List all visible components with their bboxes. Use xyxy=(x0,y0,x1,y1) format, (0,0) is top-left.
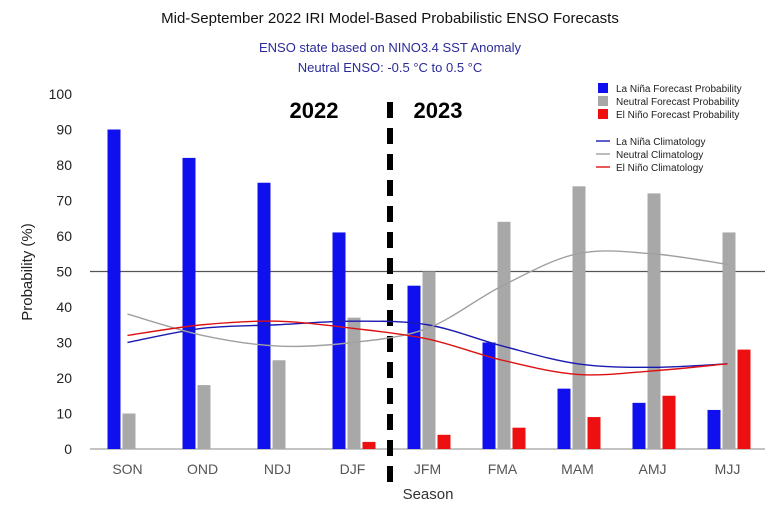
legend-label: Neutral Forecast Probability xyxy=(616,97,739,108)
x-tick-label: SON xyxy=(112,461,142,477)
el-nino-bar xyxy=(737,349,751,449)
legend-label: El Niño Climatology xyxy=(616,163,703,174)
neutral-bar xyxy=(122,413,136,449)
la-nina-bar xyxy=(407,285,421,449)
y-tick-label: 80 xyxy=(56,157,72,173)
x-tick-label: MAM xyxy=(561,461,594,477)
el-nino-bar xyxy=(362,441,376,449)
year-label-2022: 2022 xyxy=(290,98,339,123)
y-tick-label: 20 xyxy=(56,370,72,386)
legend: La Niña Forecast Probability Neutral Fore… xyxy=(596,83,742,174)
legend-swatch xyxy=(598,109,608,119)
la-nina-bar xyxy=(107,129,121,449)
x-tick-label: FMA xyxy=(488,461,518,477)
la-nina-bar xyxy=(707,409,721,449)
chart-title: Mid-September 2022 IRI Model-Based Proba… xyxy=(161,10,619,27)
chart-subtitle-2: Neutral ENSO: -0.5 °C to 0.5 °C xyxy=(297,60,483,75)
el-nino-bar xyxy=(662,395,676,449)
la-nina-bar xyxy=(332,232,346,449)
y-tick-label: 50 xyxy=(56,264,72,280)
neutral-climatology-line xyxy=(127,250,728,348)
la-nina-bar xyxy=(557,388,571,449)
bars-group xyxy=(107,129,751,450)
legend-swatch xyxy=(598,83,608,93)
neutral-bar xyxy=(272,360,286,449)
neutral-bar xyxy=(197,385,211,449)
el-nino-bar xyxy=(437,434,451,449)
y-tick-label: 0 xyxy=(64,441,72,457)
y-tick-label: 70 xyxy=(56,193,72,209)
y-tick-label: 40 xyxy=(56,299,72,315)
la-nina-bar xyxy=(632,402,646,449)
neutral-bar xyxy=(647,193,661,449)
y-tick-label: 90 xyxy=(56,122,72,138)
y-axis-label: Probability (%) xyxy=(19,223,36,321)
climatology-group xyxy=(127,250,728,376)
el-nino-bar xyxy=(512,427,526,449)
legend-swatch xyxy=(598,96,608,106)
legend-label: Neutral Climatology xyxy=(616,150,703,161)
x-tick-label: NDJ xyxy=(264,461,291,477)
la-nina-climatology-line xyxy=(127,320,728,369)
neutral-bar xyxy=(422,271,436,449)
x-tick-label: DJF xyxy=(340,461,366,477)
x-axis-label: Season xyxy=(403,486,454,503)
legend-label: La Niña Forecast Probability xyxy=(616,84,742,95)
y-tick-label: 10 xyxy=(56,406,72,422)
y-tick-label: 100 xyxy=(49,86,73,102)
el-nino-bar xyxy=(587,417,601,449)
el-nino-climatology-line xyxy=(127,320,728,376)
neutral-bar xyxy=(572,186,586,450)
chart-subtitle-1: ENSO state based on NINO3.4 SST Anomaly xyxy=(258,40,522,55)
y-tick-label: 60 xyxy=(56,228,72,244)
la-nina-bar xyxy=(182,157,196,449)
neutral-bar xyxy=(347,317,361,449)
x-tick-label: MJJ xyxy=(715,461,741,477)
y-tick-label: 30 xyxy=(56,335,72,351)
neutral-bar xyxy=(722,232,736,449)
legend-label: La Niña Climatology xyxy=(616,137,706,148)
legend-label: El Niño Forecast Probability xyxy=(616,110,739,121)
x-tick-label: JFM xyxy=(414,461,441,477)
neutral-bar xyxy=(497,221,511,449)
x-tick-label: AMJ xyxy=(639,461,667,477)
la-nina-bar xyxy=(257,182,271,449)
la-nina-bar xyxy=(482,342,496,449)
year-label-2023: 2023 xyxy=(414,98,463,123)
x-tick-label: OND xyxy=(187,461,218,477)
